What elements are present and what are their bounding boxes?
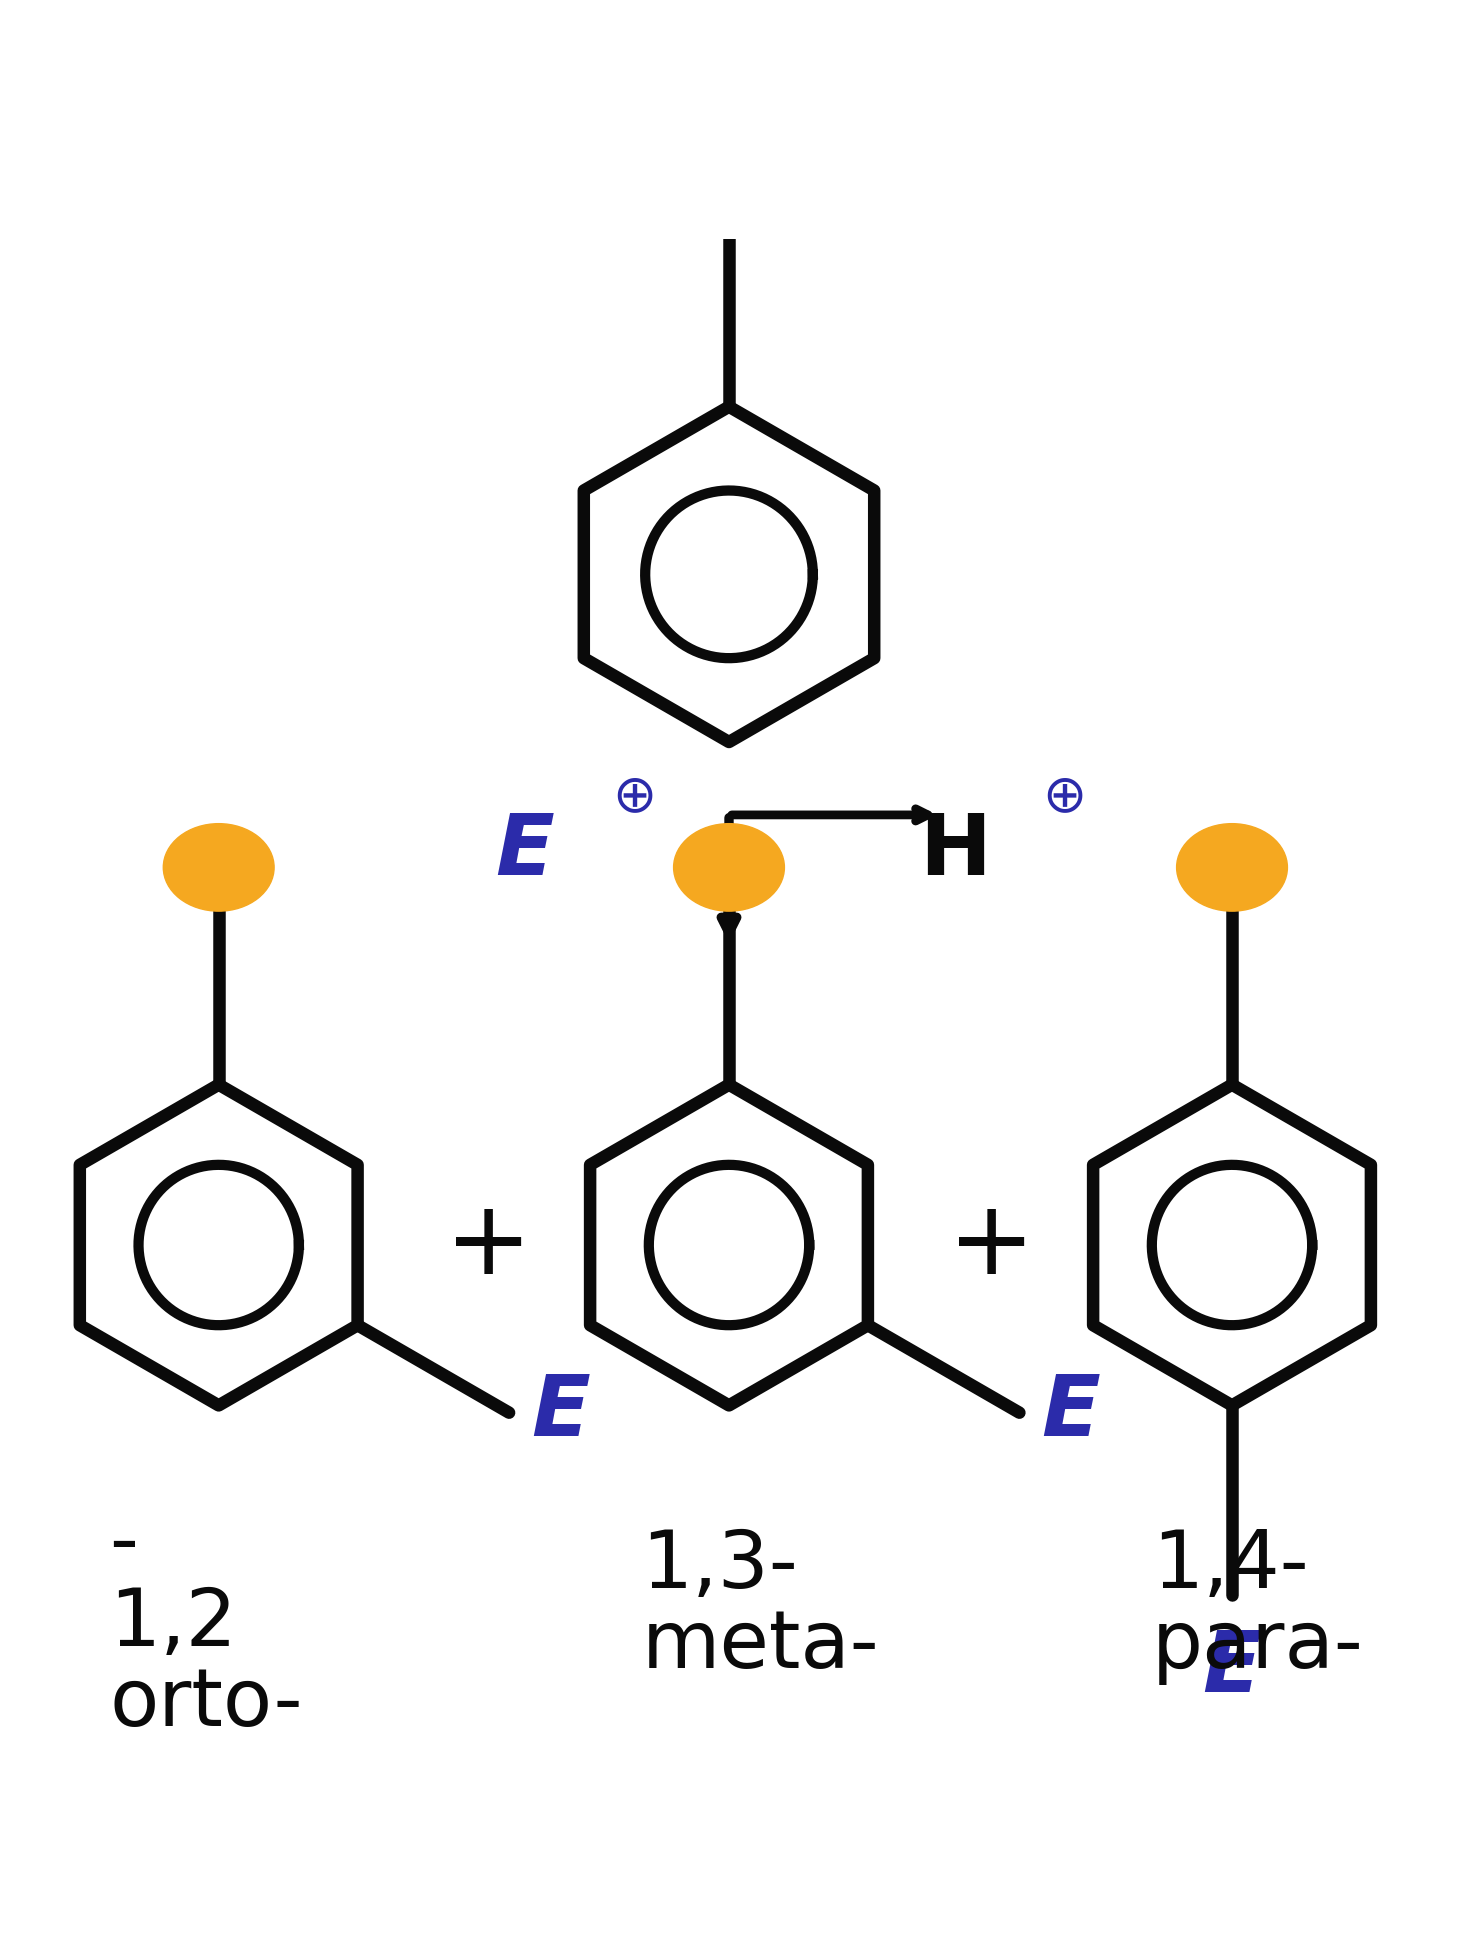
Text: orto-: orto- bbox=[109, 1665, 303, 1742]
Ellipse shape bbox=[163, 823, 274, 912]
Text: E: E bbox=[496, 809, 554, 892]
Text: ⊕: ⊕ bbox=[1042, 771, 1086, 823]
Text: para-: para- bbox=[1152, 1607, 1363, 1684]
Text: H: H bbox=[919, 809, 991, 892]
Text: 1,4-: 1,4- bbox=[1152, 1528, 1308, 1605]
Text: ⊕: ⊕ bbox=[612, 771, 656, 823]
Ellipse shape bbox=[674, 823, 784, 912]
Text: -: - bbox=[109, 1504, 139, 1584]
Text: E: E bbox=[531, 1371, 590, 1454]
Text: meta-: meta- bbox=[642, 1607, 879, 1684]
Ellipse shape bbox=[1177, 823, 1287, 912]
Text: +: + bbox=[948, 1195, 1035, 1295]
Text: E: E bbox=[1041, 1371, 1101, 1454]
Ellipse shape bbox=[674, 132, 784, 219]
Text: 1,3-: 1,3- bbox=[642, 1528, 799, 1605]
Text: E: E bbox=[1203, 1626, 1261, 1709]
Text: 1,2: 1,2 bbox=[109, 1586, 238, 1663]
Text: +: + bbox=[445, 1195, 532, 1295]
